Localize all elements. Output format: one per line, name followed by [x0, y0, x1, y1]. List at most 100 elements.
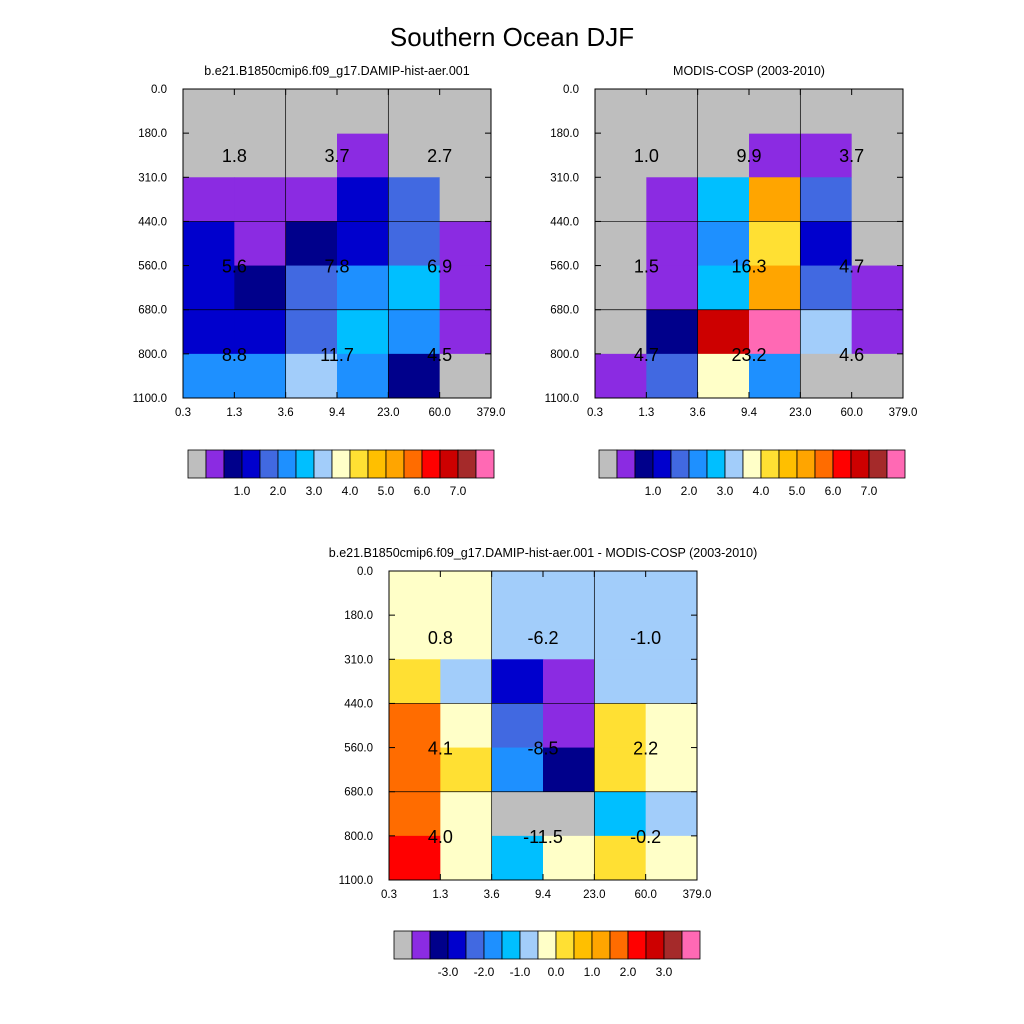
heatmap-cell-top — [595, 89, 647, 134]
colorbar-box — [832, 449, 852, 479]
y-tick-label: 1100.0 — [133, 393, 167, 405]
heatmap-cell — [440, 747, 493, 793]
heatmap-cell — [645, 747, 698, 793]
heatmap-cell — [697, 221, 750, 267]
y-tick-label: 310.0 — [550, 172, 579, 184]
colorbar-box — [742, 449, 762, 479]
heatmap-cell-top — [337, 89, 389, 134]
panel-3: b.e21.B1850cmip6.f09_g17.DAMIP-hist-aer.… — [329, 546, 757, 979]
x-tick-label: 379.0 — [683, 889, 712, 901]
heatmap-cell — [697, 177, 750, 222]
colorbar-box — [796, 449, 816, 479]
heatmap-cell-top — [646, 89, 699, 134]
panel-1: b.e21.B1850cmip6.f09_g17.DAMIP-hist-aer.… — [133, 64, 506, 498]
colorbar-box — [403, 449, 423, 479]
colorbar-box — [393, 930, 413, 960]
colorbar-box — [670, 449, 690, 479]
y-tick-label: 560.0 — [550, 261, 579, 273]
y-tick-label: 0.0 — [563, 84, 579, 96]
colorbar: 1.0 2.0 3.0 4.0 5.0 6.0 7.0 — [187, 449, 495, 498]
heatmap-cell — [543, 659, 595, 704]
heatmap-cell — [543, 835, 595, 881]
x-tick-label: 0.3 — [381, 889, 397, 901]
y-tick-label: 800.0 — [138, 349, 167, 361]
heatmap-cell — [851, 265, 904, 311]
y-tick-label: 560.0 — [344, 743, 373, 755]
colorbar-box — [205, 449, 225, 479]
x-tick-label: 9.4 — [741, 407, 758, 419]
colorbar-box — [537, 930, 557, 960]
heatmap-cell — [543, 747, 595, 793]
box-value: 5.6 — [222, 257, 247, 277]
x-tick-label: 0.3 — [587, 407, 603, 419]
colorbar-box — [187, 449, 207, 479]
colorbar-box — [627, 930, 647, 960]
y-tick-label: 1100.0 — [339, 875, 373, 887]
colorbar-box — [814, 449, 834, 479]
box-value: 4.5 — [427, 345, 452, 365]
y-tick-label: 180.0 — [344, 610, 373, 622]
heatmap-cell — [389, 747, 441, 793]
heatmap-cell — [388, 265, 441, 311]
heatmap-cell — [749, 309, 801, 355]
colorbar-box — [868, 449, 888, 479]
heatmap-cell — [440, 659, 493, 704]
x-tick-label: 1.3 — [432, 889, 448, 901]
heatmap-cell — [234, 221, 287, 267]
heatmap-cell-top — [749, 89, 801, 134]
box-value: 16.3 — [731, 257, 766, 277]
colorbar-box — [591, 930, 611, 960]
colorbar: 1.0 2.0 3.0 4.0 5.0 6.0 7.0 — [598, 449, 906, 498]
heatmap-cell-top — [543, 571, 595, 616]
heatmap-cell — [645, 791, 698, 837]
y-tick-label: 440.0 — [138, 216, 167, 228]
colorbar-label: -2.0 — [474, 965, 495, 979]
heatmap-cell — [851, 353, 904, 399]
colorbar-box — [277, 449, 297, 479]
heatmap-cell — [285, 265, 338, 311]
y-tick-label: 680.0 — [550, 305, 579, 317]
heatmap-cell — [388, 353, 441, 399]
x-tick-label: 1.3 — [638, 407, 654, 419]
heatmap-cell — [183, 221, 235, 267]
heatmap-cell-top — [285, 89, 338, 134]
heatmap-cell — [285, 221, 338, 267]
heatmap-cell-top — [491, 571, 544, 616]
heatmap-cell — [595, 309, 647, 355]
heatmap-cell — [800, 221, 853, 267]
colorbar-label: 3.0 — [656, 965, 673, 979]
colorbar-box — [663, 930, 683, 960]
heatmap-cell — [337, 309, 389, 355]
heatmap-cell — [595, 177, 647, 222]
box-value: 6.9 — [427, 257, 452, 277]
colorbar-box — [645, 930, 665, 960]
heatmap-cell — [595, 265, 647, 311]
colorbar-box — [501, 930, 521, 960]
heatmap-cell — [851, 221, 904, 267]
x-tick-label: 3.6 — [484, 889, 500, 901]
colorbar-label: 2.0 — [681, 484, 698, 498]
heatmap-cell-top — [594, 571, 647, 616]
heatmap-cell — [646, 265, 699, 311]
box-value: 3.7 — [839, 146, 864, 166]
heatmap-cell — [646, 177, 699, 222]
box-value: 1.0 — [634, 146, 659, 166]
colorbar-label: 1.0 — [645, 484, 662, 498]
heatmap-cell — [749, 177, 801, 222]
heatmap-cell — [491, 703, 544, 749]
heatmap-cell — [851, 309, 904, 355]
heatmap-cell — [543, 791, 595, 837]
colorbar-label: 3.0 — [306, 484, 323, 498]
heatmap-cell-top — [645, 571, 698, 616]
x-tick-label: 1.3 — [226, 407, 242, 419]
heatmap-cell-top — [851, 89, 904, 134]
colorbar-box — [616, 449, 636, 479]
colorbar-box — [760, 449, 780, 479]
colorbar-box — [259, 449, 279, 479]
y-tick-label: 440.0 — [550, 216, 579, 228]
heatmap-cell — [439, 177, 492, 222]
colorbar-label: 0.0 — [548, 965, 565, 979]
x-tick-label: 0.3 — [175, 407, 191, 419]
y-tick-label: 180.0 — [138, 128, 167, 140]
colorbar-label: 5.0 — [789, 484, 806, 498]
